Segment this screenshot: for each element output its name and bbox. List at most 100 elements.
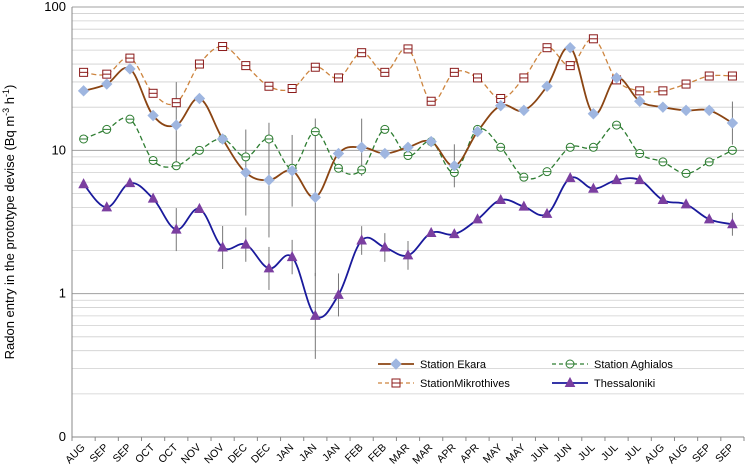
- station-aghialos-point: [148, 155, 158, 165]
- station-aghialos-point: [125, 114, 135, 124]
- thessaloniki-point: [425, 226, 437, 238]
- station-ekara-point: [657, 101, 669, 113]
- series-markers: [77, 34, 739, 320]
- y-axis-title-exp2: -1: [1, 89, 11, 97]
- stationmikrothives-point: [704, 71, 714, 81]
- station-ekara-point: [494, 99, 507, 112]
- station-ekara-point: [147, 109, 159, 122]
- y-axis-title-part2: h: [2, 97, 17, 108]
- y-axis-title-part3: ): [2, 85, 17, 89]
- stationmikrothives-point: [171, 98, 181, 108]
- thessaloniki-point: [588, 182, 599, 193]
- legend-marker: [390, 358, 402, 370]
- stationmikrothives-point: [125, 53, 135, 63]
- station-ekara-point: [240, 166, 252, 179]
- legend-label: Thessaloniki: [594, 378, 655, 390]
- x-tick-label: JAN: [320, 442, 343, 465]
- station-ekara-point: [379, 147, 391, 160]
- station-ekara-point: [425, 135, 437, 148]
- station-aghialos-point: [565, 142, 575, 152]
- legend-marker: [564, 376, 576, 387]
- legend-label: Station Aghialos: [594, 359, 673, 371]
- thessaloniki-point: [194, 202, 205, 213]
- thessaloniki-point: [657, 193, 669, 205]
- thessaloniki-point: [101, 201, 113, 212]
- station-aghialos-point: [727, 145, 737, 155]
- x-tick-label: FEB: [366, 442, 389, 465]
- thessaloniki-point: [680, 198, 692, 209]
- error-bars: [175, 82, 733, 359]
- station-ekara-point: [309, 191, 322, 204]
- x-tick-label: OCT: [133, 441, 158, 466]
- station-aghialos-point: [194, 145, 204, 155]
- stationmikrothives-point: [449, 67, 459, 77]
- y-axis-title-exp1: -3: [1, 108, 11, 116]
- station-ekara-point: [355, 141, 368, 154]
- station-aghialos-point: [612, 120, 622, 130]
- thessaloniki-point: [518, 200, 530, 211]
- station-ekara-point: [610, 72, 623, 84]
- station-aghialos-point: [542, 167, 552, 177]
- thessaloniki-point: [727, 218, 738, 229]
- x-tick-label: APR: [458, 441, 482, 465]
- station-ekara-point: [564, 41, 576, 54]
- stationmikrothives-point: [79, 67, 89, 77]
- stationmikrothives-point: [635, 86, 645, 96]
- station-aghialos-point: [496, 142, 506, 152]
- x-tick-label: AUG: [666, 442, 691, 467]
- stationmikrothives-point: [426, 96, 436, 106]
- station-aghialos-point: [519, 172, 529, 182]
- thessaloniki-point: [263, 262, 275, 273]
- legend-item-stationmikrothives: StationMikrothives: [378, 378, 510, 390]
- station-aghialos-point: [333, 163, 343, 173]
- x-tick-label: JUN: [551, 442, 574, 465]
- x-tick-label: SEP: [88, 442, 111, 465]
- thessaloniki-point: [124, 177, 136, 188]
- stationmikrothives-point: [357, 48, 367, 58]
- thessaloniki-point: [333, 288, 344, 299]
- thessaloniki-point: [309, 309, 321, 320]
- station-aghialos-point: [658, 157, 668, 167]
- station-ekara-point: [263, 174, 275, 186]
- station-ekara-point: [77, 85, 90, 97]
- x-tick-label: JUL: [599, 441, 621, 463]
- gridlines: [72, 6, 744, 438]
- x-tick-label: DEC: [226, 441, 250, 465]
- stationmikrothives-point: [565, 61, 575, 71]
- x-tick-label: FEB: [343, 442, 366, 465]
- stationmikrothives-point: [658, 86, 668, 96]
- stationmikrothives-point: [727, 71, 737, 81]
- stationmikrothives-point: [542, 43, 552, 53]
- x-tick-label: MAR: [387, 441, 412, 466]
- series-lines: [82, 38, 733, 319]
- y-axis-title-part1: Radon entry in the prototype devise (Bq …: [2, 116, 17, 360]
- station-aghialos-point: [635, 149, 645, 159]
- x-tick-label: JAN: [274, 442, 297, 465]
- station-ekara-point: [402, 141, 414, 154]
- station-ekara-point: [541, 80, 553, 92]
- x-tick-label: AUG: [642, 442, 667, 467]
- x-tick-label: MAR: [410, 441, 435, 466]
- station-ekara-point: [634, 95, 646, 107]
- station-aghialos-point: [310, 127, 320, 137]
- x-tick-label: SEP: [690, 442, 713, 465]
- stationmikrothives-point: [588, 34, 598, 44]
- station-aghialos-point: [102, 124, 112, 134]
- thessaloniki-point: [402, 249, 414, 260]
- stationmikrothives-point: [194, 59, 204, 69]
- legend-item-thessaloniki: Thessaloniki: [552, 376, 655, 390]
- station-ekara-point: [170, 119, 182, 131]
- x-tick-label: JUL: [576, 441, 598, 463]
- station-ekara-point: [124, 63, 136, 75]
- station-ekara-point: [332, 147, 345, 160]
- stationmikrothives-point: [102, 69, 112, 79]
- stationmikrothives-point: [310, 62, 320, 72]
- stationmikrothives-point: [333, 73, 343, 83]
- stationmikrothives-point: [148, 88, 158, 98]
- legend-marker: [391, 378, 401, 388]
- x-tick-label: AUG: [63, 442, 88, 467]
- station-aghialos-point: [171, 161, 181, 171]
- x-tick-label: NOV: [179, 442, 204, 467]
